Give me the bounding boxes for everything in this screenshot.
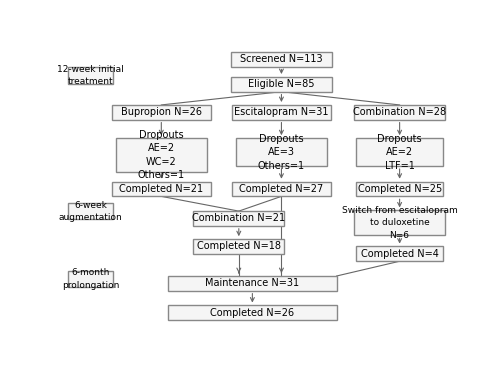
Text: Screened N=113: Screened N=113 (240, 54, 323, 64)
FancyBboxPatch shape (354, 210, 445, 236)
Text: Completed N=4: Completed N=4 (360, 249, 438, 259)
FancyBboxPatch shape (232, 182, 331, 196)
FancyBboxPatch shape (356, 138, 443, 166)
FancyBboxPatch shape (356, 247, 443, 261)
Text: Dropouts
AE=2
WC=2
Others=1: Dropouts AE=2 WC=2 Others=1 (138, 130, 185, 180)
FancyBboxPatch shape (168, 306, 336, 320)
Text: Completed N=25: Completed N=25 (358, 184, 442, 194)
Text: Dropouts
AE=2
LTF=1: Dropouts AE=2 LTF=1 (378, 134, 422, 171)
Text: Completed N=26: Completed N=26 (210, 308, 294, 318)
FancyBboxPatch shape (194, 239, 284, 254)
Text: Eligible N=85: Eligible N=85 (248, 79, 314, 89)
FancyBboxPatch shape (112, 182, 210, 196)
FancyBboxPatch shape (236, 138, 327, 166)
FancyBboxPatch shape (68, 203, 112, 219)
Text: Escitalopram N=31: Escitalopram N=31 (234, 107, 328, 117)
FancyBboxPatch shape (68, 271, 112, 287)
FancyBboxPatch shape (232, 105, 331, 119)
Text: 12-week initial
treatment: 12-week initial treatment (57, 65, 124, 86)
Text: Dropouts
AE=3
Others=1: Dropouts AE=3 Others=1 (258, 134, 305, 171)
FancyBboxPatch shape (231, 52, 332, 67)
Text: 6-month
prolongation: 6-month prolongation (62, 268, 119, 290)
Text: Maintenance N=31: Maintenance N=31 (206, 278, 300, 288)
FancyBboxPatch shape (68, 67, 112, 84)
Text: Switch from escitalopram
to duloxetine
N=6: Switch from escitalopram to duloxetine N… (342, 206, 458, 239)
Text: Completed N=27: Completed N=27 (240, 184, 324, 194)
FancyBboxPatch shape (354, 105, 445, 119)
FancyBboxPatch shape (194, 211, 284, 226)
FancyBboxPatch shape (168, 276, 336, 291)
Text: Completed N=18: Completed N=18 (197, 242, 281, 252)
FancyBboxPatch shape (112, 105, 210, 119)
Text: Completed N=21: Completed N=21 (120, 184, 204, 194)
Text: Combination N=28: Combination N=28 (353, 107, 446, 117)
Text: 6-week
augmentation: 6-week augmentation (58, 201, 122, 222)
FancyBboxPatch shape (356, 182, 443, 196)
Text: Combination N=21: Combination N=21 (192, 213, 286, 224)
FancyBboxPatch shape (116, 138, 207, 172)
FancyBboxPatch shape (231, 77, 332, 92)
Text: Bupropion N=26: Bupropion N=26 (121, 107, 202, 117)
